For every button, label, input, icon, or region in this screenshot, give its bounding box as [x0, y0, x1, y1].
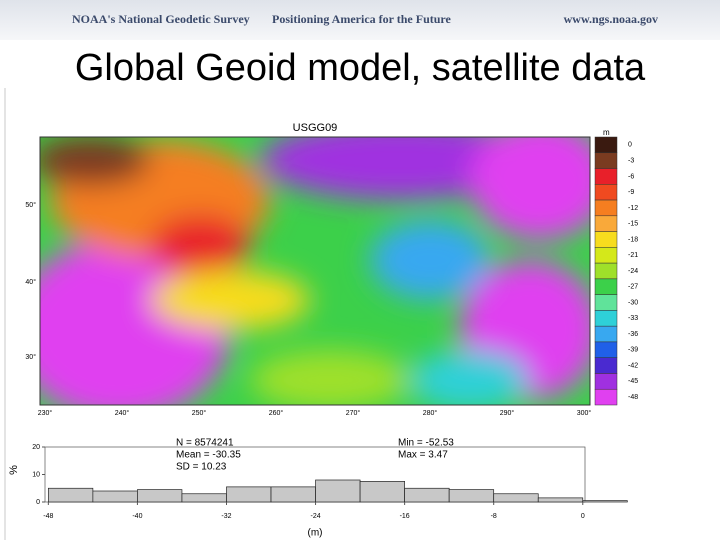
x-tick-label: -8	[491, 513, 497, 520]
y-tick-label: 10	[32, 471, 40, 478]
colorbar-swatch	[594, 310, 618, 327]
hist-bar	[315, 479, 361, 503]
hist-stat: Max = 3.47	[398, 450, 448, 461]
lon-label: 280°	[423, 409, 438, 417]
header-url: www.ngs.noaa.gov	[564, 12, 658, 26]
hist-bar	[493, 493, 539, 503]
colorbar-label: -27	[628, 284, 638, 291]
hist-bar	[270, 486, 316, 503]
hist-stat: Mean = -30.35	[176, 450, 241, 461]
x-tick-label: -24	[310, 513, 320, 520]
lon-label: 260°	[269, 409, 284, 417]
colorbar-swatch	[594, 231, 618, 248]
lon-label: 250°	[192, 409, 207, 417]
lat-labels: 50° 40° 30°	[25, 201, 36, 361]
colorbar-label: -39	[628, 347, 638, 354]
hist-bar	[582, 500, 628, 503]
lon-labels: 230° 240° 250° 260° 270° 280° 290° 300°	[38, 409, 592, 417]
hist-stat: SD = 10.23	[176, 462, 227, 473]
colorbar-swatch	[594, 199, 618, 217]
colorbar-swatch	[594, 294, 618, 311]
colorbar-label: -36	[628, 331, 638, 338]
header-bar	[0, 0, 720, 40]
geoid-map	[39, 136, 591, 406]
colorbar-label: 0	[628, 142, 632, 149]
header-agency: NOAA's National Geodetic Survey	[72, 12, 250, 26]
hist-stat: N = 8574241	[176, 438, 234, 449]
colorbar-label: -12	[628, 205, 638, 212]
colorbar-label: -15	[628, 221, 638, 228]
colorbar-swatch	[594, 247, 618, 264]
colorbar-swatch	[594, 215, 618, 232]
colorbar-swatch	[594, 168, 618, 185]
lat-label: 40°	[25, 278, 36, 286]
colorbar-swatch	[594, 325, 618, 343]
x-tick-label: -48	[43, 513, 53, 520]
x-tick-label: -16	[400, 513, 410, 520]
colorbar-swatch	[594, 388, 618, 406]
hist-bar	[226, 486, 272, 503]
colorbar-swatch	[594, 262, 618, 280]
y-tick-label: 20	[32, 444, 40, 451]
slide-title: Global Geoid model, satellite data	[75, 47, 646, 89]
hist-bar	[92, 490, 138, 503]
lat-label: 30°	[25, 353, 36, 361]
hist-bar	[448, 489, 495, 503]
colorbar-label: -3	[628, 157, 634, 164]
hist-ylabel: %	[8, 465, 20, 475]
x-tick-label: -32	[221, 513, 231, 520]
hist-xlabel: (m)	[308, 528, 323, 539]
map-unit: m	[603, 128, 610, 137]
colorbar-swatch	[594, 184, 618, 201]
colorbar-label: -42	[628, 362, 638, 369]
x-tick-label: -40	[132, 513, 142, 520]
colorbar-swatch	[594, 152, 618, 169]
hist-bar	[404, 487, 450, 503]
hist-stat: Min = -52.53	[398, 438, 454, 449]
lon-label: 270°	[346, 409, 361, 417]
lon-label: 290°	[500, 409, 515, 417]
colorbar-label: -48	[628, 394, 638, 401]
colorbar-label: -33	[628, 315, 638, 322]
colorbar-swatch	[594, 357, 618, 374]
hist-bar	[137, 489, 183, 503]
y-tick-label: 0	[36, 499, 40, 506]
map-title: USGG09	[293, 122, 338, 134]
hist-bar	[359, 481, 405, 503]
lon-label: 300°	[577, 409, 592, 417]
header-tagline: Positioning America for the Future	[272, 12, 452, 26]
x-tick-label: 0	[581, 513, 585, 520]
hist-bar	[47, 487, 94, 503]
colorbar-label: -6	[628, 173, 634, 180]
colorbar-swatch	[594, 278, 618, 295]
hist-bar	[181, 493, 227, 503]
colorbar-label: -45	[628, 378, 638, 385]
lon-label: 230°	[38, 409, 53, 417]
hist-bar	[537, 497, 584, 503]
lat-label: 50°	[25, 201, 36, 209]
colorbar-label: -9	[628, 189, 634, 196]
colorbar-swatch	[594, 373, 618, 390]
colorbar-label: -24	[628, 268, 638, 275]
colorbar-label: -18	[628, 236, 638, 243]
colorbar-swatch	[594, 136, 618, 154]
colorbar-label: -30	[628, 299, 638, 306]
lon-label: 240°	[115, 409, 130, 417]
colorbar-label: -21	[628, 252, 638, 259]
colorbar-swatch	[594, 341, 618, 358]
colorbar: 0 -3 -6 -9 -12 -15 -18 -21 -24 -27 -30 -33 -36 -39 -42…	[594, 136, 638, 406]
